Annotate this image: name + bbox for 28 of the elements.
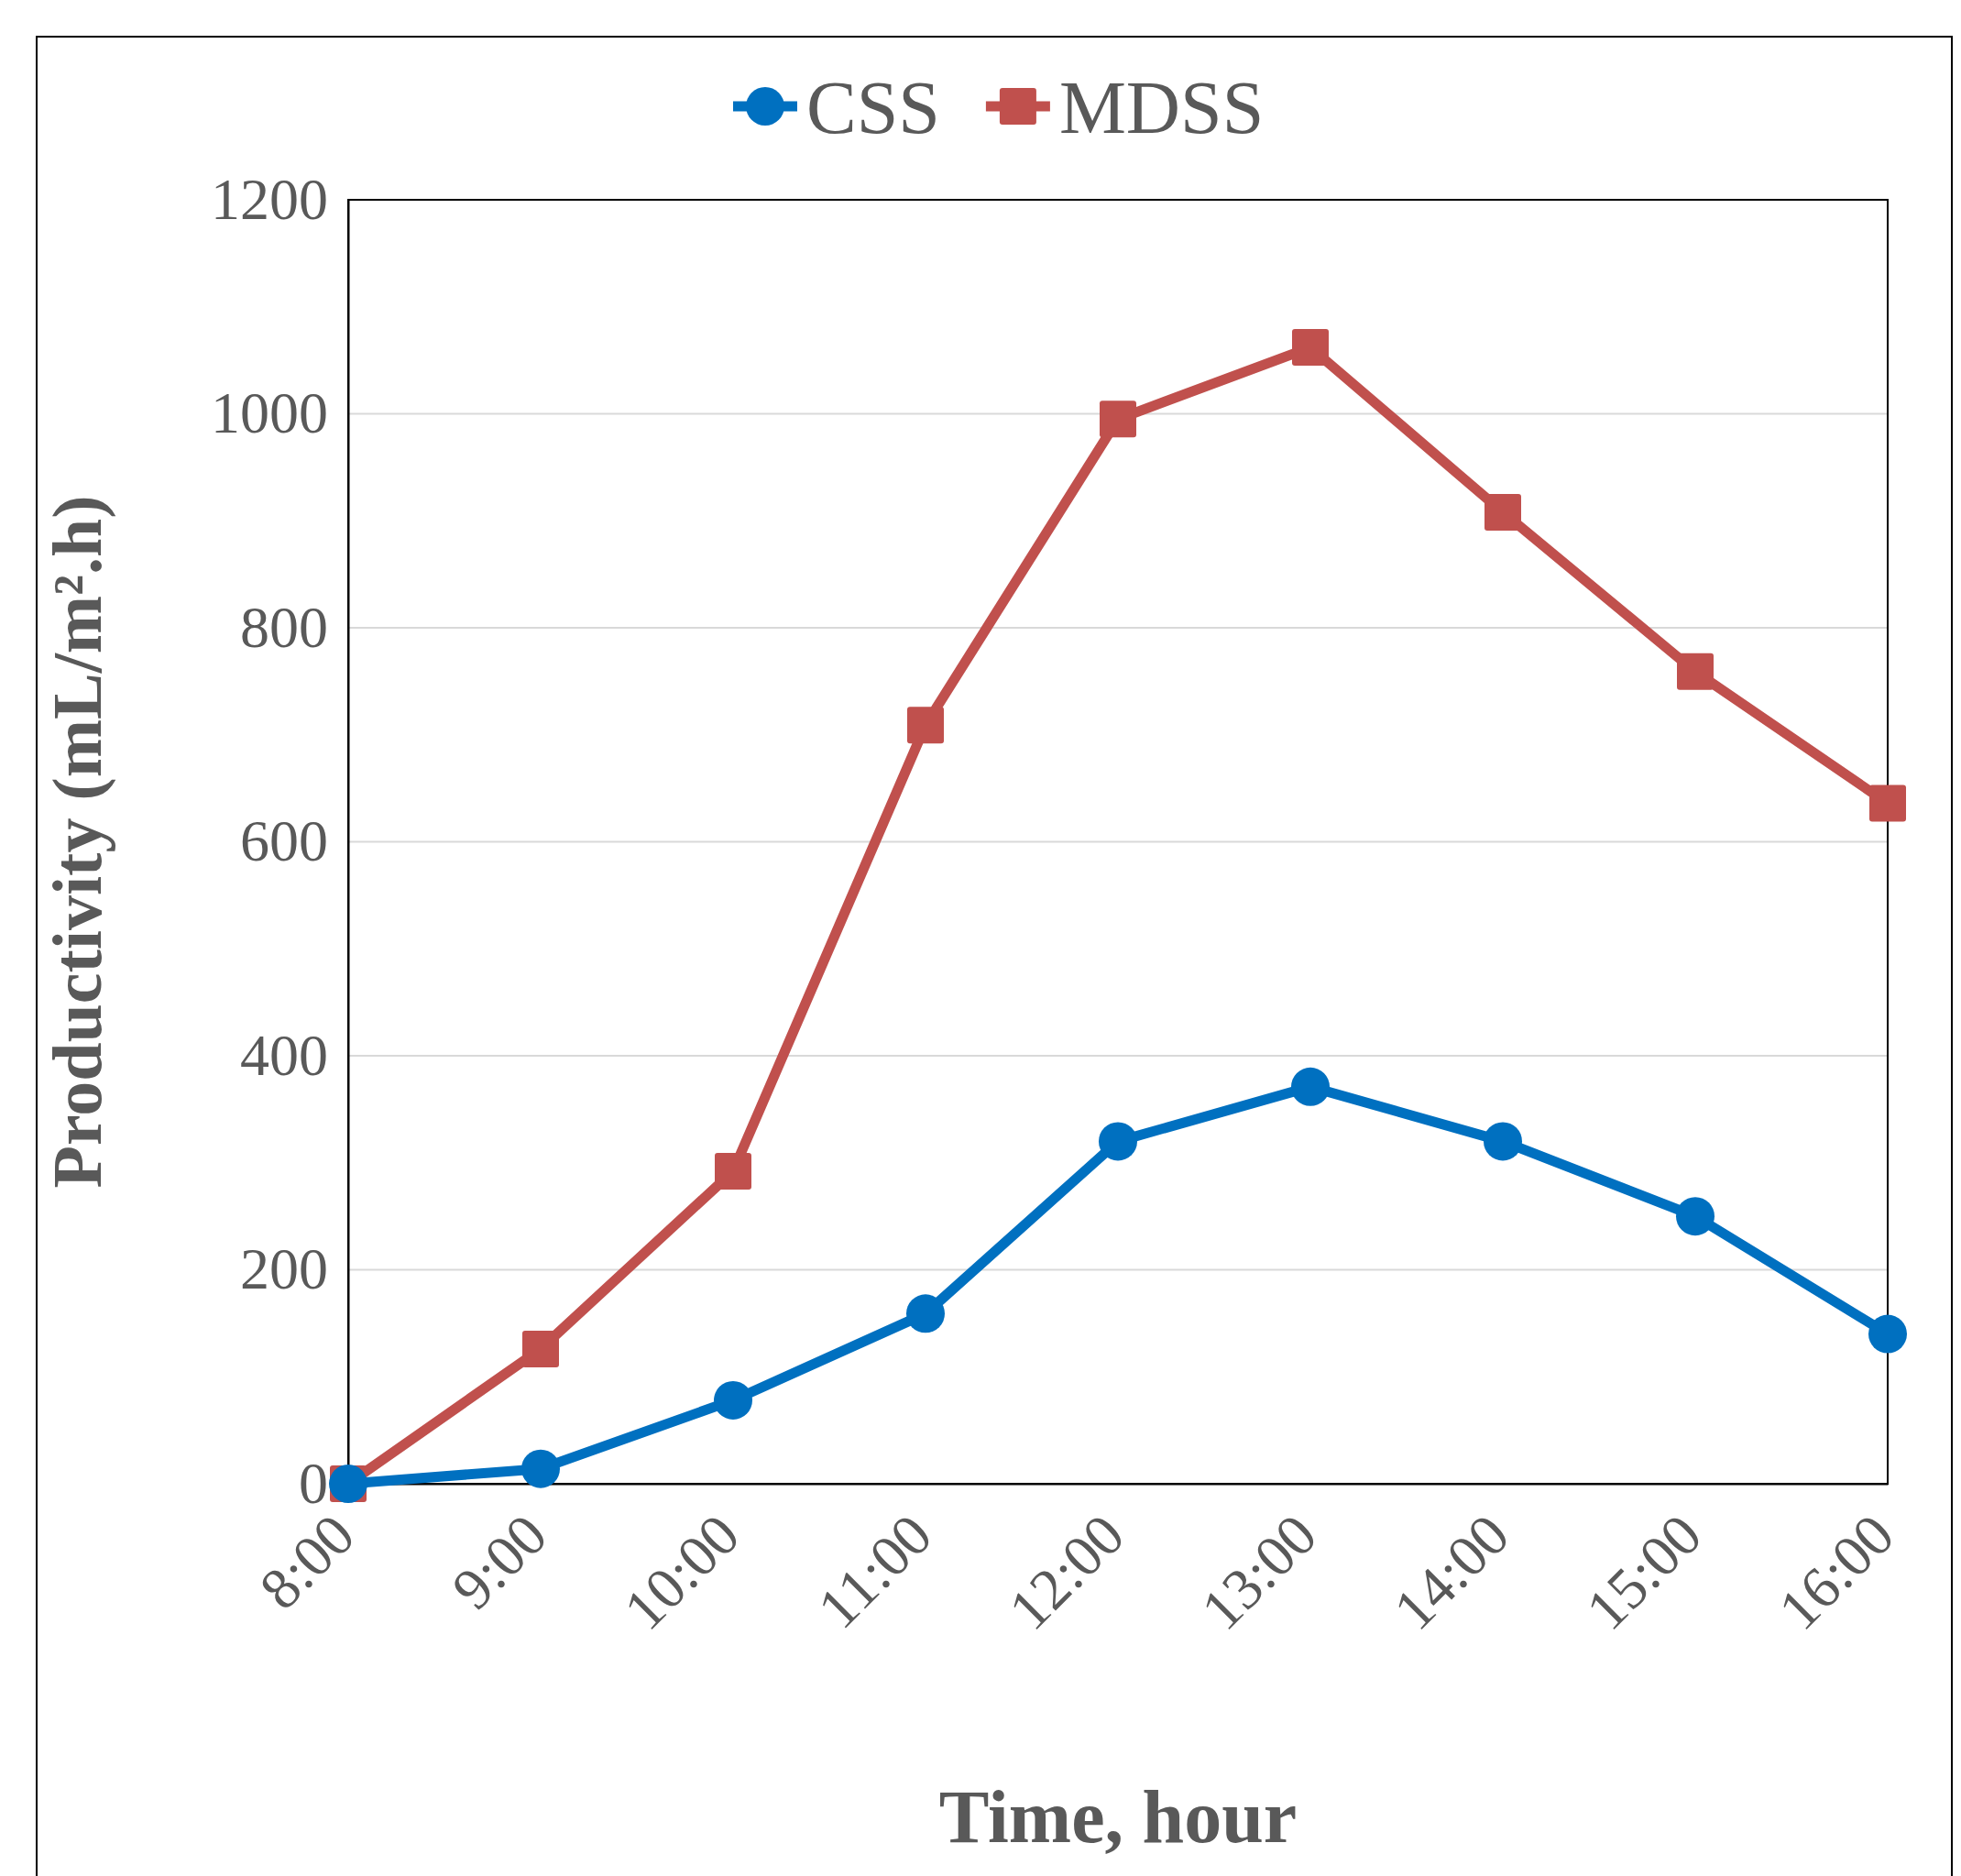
point <box>1484 493 1521 531</box>
point <box>1484 1122 1522 1161</box>
y-tick-label: 0 <box>299 1450 328 1516</box>
y-tick-label: 600 <box>240 808 328 874</box>
point <box>906 1294 945 1333</box>
point <box>1291 1067 1330 1106</box>
point <box>1676 1197 1715 1236</box>
point <box>522 1330 559 1367</box>
x-axis-title: Time, hour <box>938 1775 1298 1859</box>
y-tick-label: 800 <box>240 594 328 660</box>
point <box>1292 329 1329 367</box>
point <box>907 707 944 744</box>
point <box>1868 1314 1907 1354</box>
y-axis-title: Productivity (mL/m².h) <box>38 495 116 1189</box>
y-tick-label: 200 <box>240 1236 328 1302</box>
point <box>1677 653 1714 690</box>
y-tick-label: 400 <box>240 1022 328 1088</box>
y-tick-label: 1200 <box>211 166 328 232</box>
point <box>1869 784 1906 822</box>
point <box>1100 400 1136 438</box>
point <box>1099 1122 1137 1161</box>
y-tick-label: 1000 <box>211 380 328 446</box>
legend-label: CSS <box>806 65 940 149</box>
point <box>715 1153 751 1190</box>
legend-label: MDSS <box>1058 65 1265 149</box>
point <box>714 1380 752 1420</box>
point <box>521 1449 560 1488</box>
x-tick-label: 9:00 <box>439 1501 560 1622</box>
